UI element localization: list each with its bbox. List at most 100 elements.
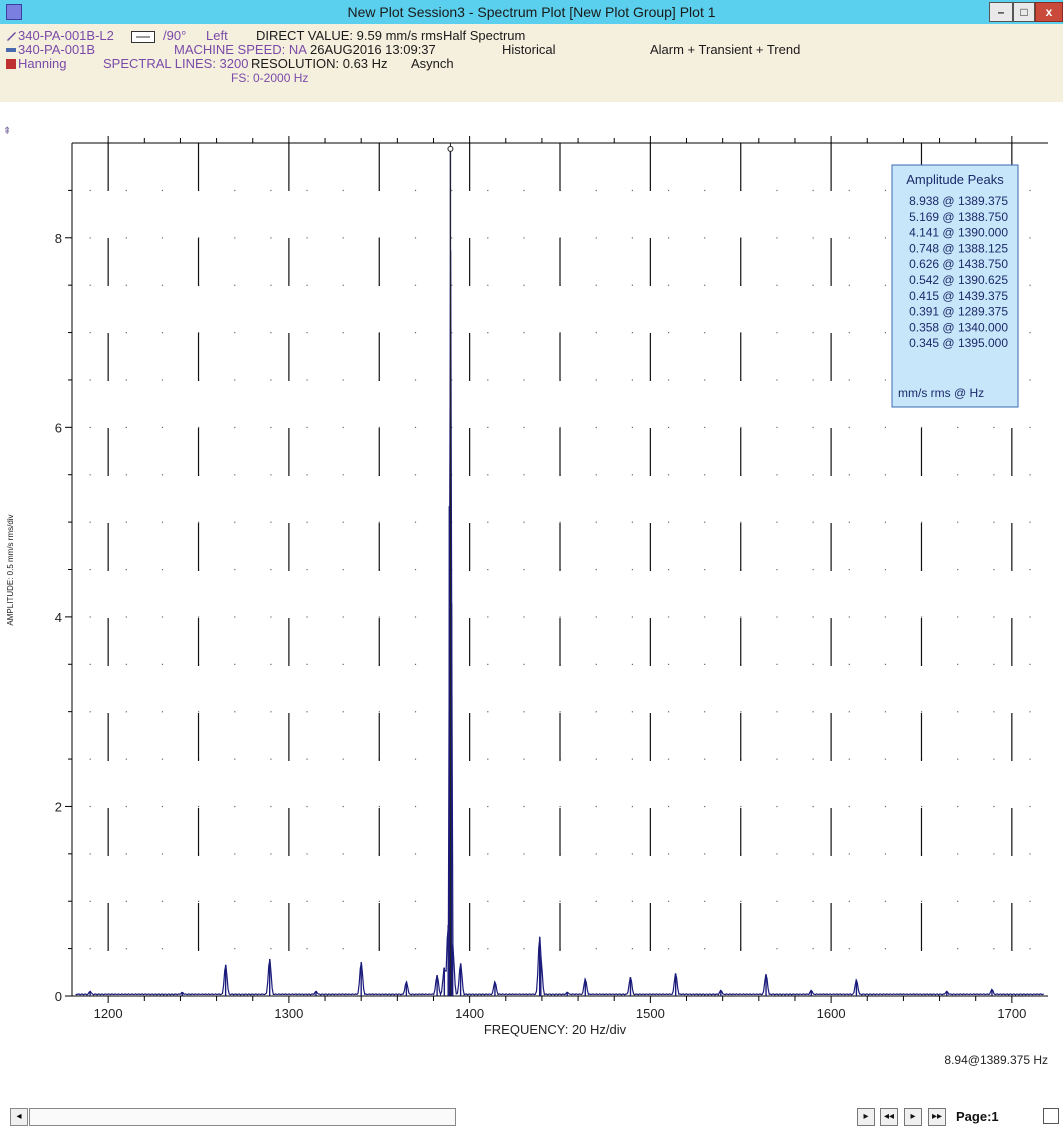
grid-dot <box>812 948 814 950</box>
grid-dot <box>487 521 489 523</box>
horizontal-scrollbar[interactable]: ◂ <box>7 1105 1057 1127</box>
grid-dot <box>631 853 633 855</box>
grid-dot <box>161 805 164 808</box>
grid-dot <box>993 853 995 855</box>
grid-dot <box>667 853 670 855</box>
grid-dot <box>848 758 850 760</box>
grid-dot <box>198 426 200 429</box>
grid-dot <box>776 379 778 381</box>
grid-dot <box>631 900 633 902</box>
grid-dot <box>667 900 670 902</box>
grid-dot <box>920 900 923 902</box>
grid-dot <box>631 284 633 286</box>
grid-dot <box>523 853 525 855</box>
grid-dot <box>740 711 742 713</box>
x-tick-label: 1200 <box>94 1006 123 1021</box>
grid-dot <box>270 474 272 476</box>
x-tick-label: 1500 <box>636 1006 665 1021</box>
grid-dot <box>704 853 706 855</box>
grid-dot <box>884 616 887 618</box>
grid-dot <box>414 805 417 808</box>
grid-dot <box>125 948 127 950</box>
grid-dot <box>161 474 164 476</box>
grid-dot <box>270 521 272 523</box>
next-button[interactable]: ▸ <box>857 1108 875 1126</box>
grid-dot <box>270 711 272 713</box>
grid-dot <box>414 569 417 571</box>
grid-dot <box>776 284 778 286</box>
grid-dot <box>306 284 308 286</box>
grid-dot <box>414 900 417 902</box>
grid-dot <box>667 758 670 760</box>
grid-dot <box>812 711 814 713</box>
grid-dot <box>89 853 91 855</box>
grid-dot <box>523 521 525 523</box>
legend-entry: 0.345 @ 1395.000 <box>909 336 1008 350</box>
grid-dot <box>306 379 308 381</box>
grid-dot <box>125 474 127 476</box>
grid-dot <box>740 805 742 808</box>
y-tick-label: 0 <box>55 989 62 1004</box>
grid-dot <box>89 284 91 286</box>
grid-dot <box>270 900 272 902</box>
grid-dot <box>234 948 236 950</box>
grid-dot <box>704 805 706 808</box>
pencil-icon <box>7 32 16 41</box>
grid-dot <box>812 569 814 571</box>
grid-dot <box>306 805 308 808</box>
grid-dot <box>414 284 417 286</box>
grid-dot <box>414 426 417 429</box>
maximize-button[interactable]: □ <box>1013 2 1035 22</box>
y-tick-label: 8 <box>55 231 62 246</box>
grid-dot <box>667 805 670 808</box>
resolution: RESOLUTION: 0.63 Hz <box>251 56 388 71</box>
side-label: Left <box>206 28 228 43</box>
frequency-span: FS: 0-2000 Hz <box>231 71 309 85</box>
grid-dot <box>414 237 417 239</box>
grid-dot <box>414 853 417 855</box>
legend-entry: 0.415 @ 1439.375 <box>909 289 1008 303</box>
grid-dot <box>631 758 633 760</box>
grid-dot <box>125 805 127 808</box>
legend-entry: 5.169 @ 1388.750 <box>909 210 1008 224</box>
toggle-arrows-icon[interactable]: ⇞ <box>3 126 12 137</box>
grid-dot <box>595 711 597 713</box>
grid-dot <box>234 900 236 902</box>
grid-dot <box>378 900 380 902</box>
grid-dot <box>631 237 633 239</box>
grid-dot <box>198 616 200 618</box>
grid-dot <box>89 663 91 665</box>
grid-dot <box>270 616 272 618</box>
grid-dot <box>125 900 127 902</box>
play-button[interactable]: ▸ <box>904 1108 922 1126</box>
grid-dot <box>1029 900 1031 902</box>
scroll-track[interactable] <box>29 1108 456 1126</box>
corner-box[interactable] <box>1043 1108 1059 1124</box>
grid-dot <box>523 189 525 192</box>
grid-dot <box>342 711 344 713</box>
grid-dot <box>234 521 236 523</box>
last-page-button[interactable]: ▸▸ <box>928 1108 946 1126</box>
grid-dot <box>884 426 887 429</box>
grid-dot <box>704 711 706 713</box>
grid-dot <box>631 426 633 429</box>
grid-dot <box>234 758 236 760</box>
grid-dot <box>414 616 417 618</box>
grid-dot <box>993 474 995 476</box>
grid-dot <box>667 379 670 381</box>
grid-dot <box>414 663 417 665</box>
scroll-left-button[interactable]: ◂ <box>10 1108 28 1126</box>
grid-dot <box>559 900 561 902</box>
grid-dot <box>270 332 272 334</box>
minimize-button[interactable]: – <box>989 2 1013 22</box>
grid-dot <box>89 379 91 381</box>
grid-dot <box>957 616 959 618</box>
grid-dot <box>993 569 995 571</box>
grid-dot <box>884 189 887 192</box>
first-page-button[interactable]: ◂◂ <box>880 1108 898 1126</box>
grid-dot <box>812 332 814 334</box>
grid-dot <box>993 948 995 950</box>
grid-dot <box>595 237 597 239</box>
grid-dot <box>884 379 887 381</box>
grid-dot <box>234 853 236 855</box>
